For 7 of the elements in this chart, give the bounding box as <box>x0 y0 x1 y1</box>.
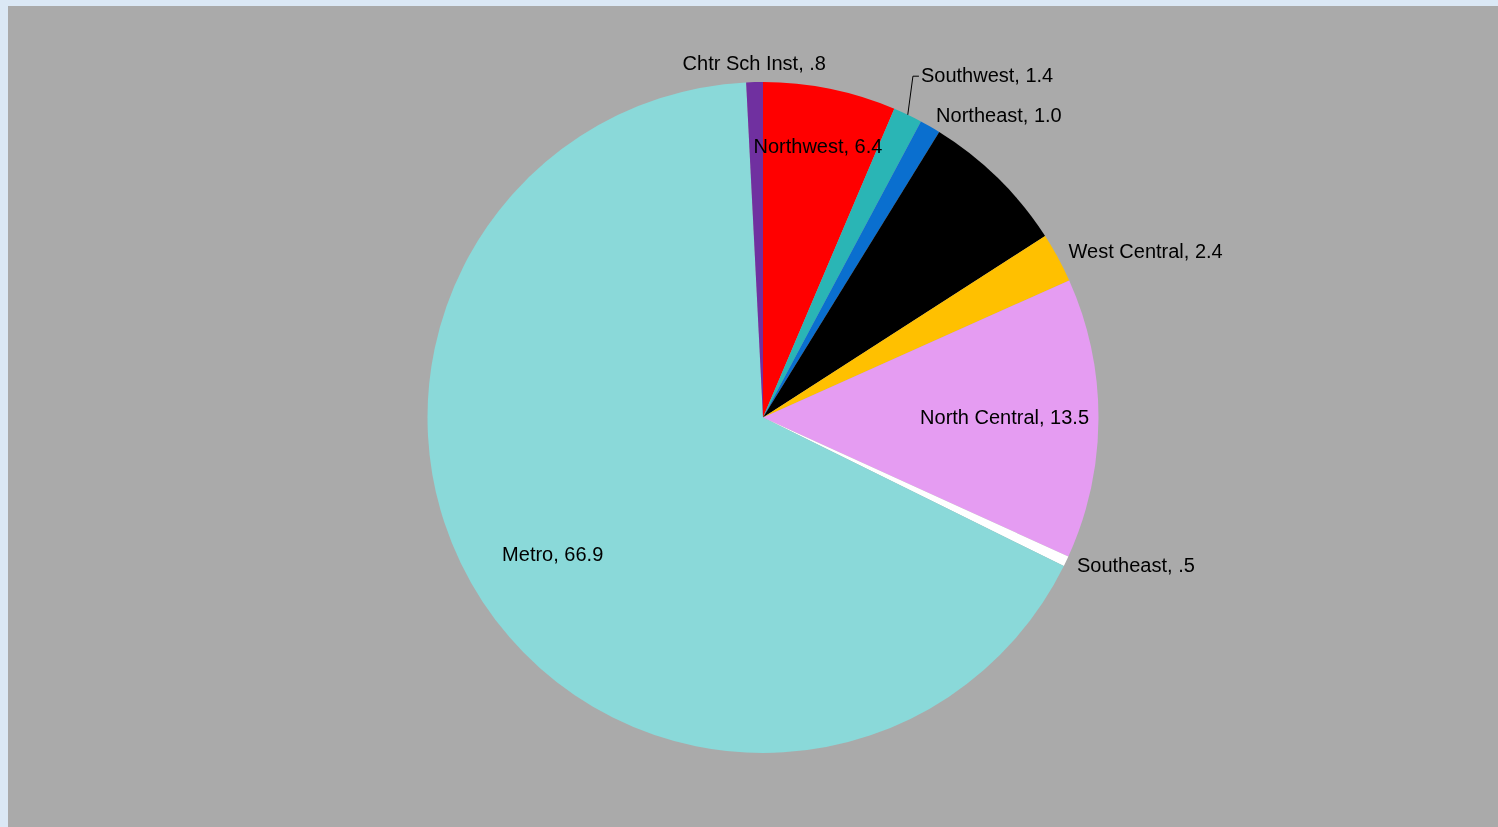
slice-label: Northeast, 1.0 <box>936 103 1062 126</box>
slice-label: Metro, 66.9 <box>502 543 604 566</box>
slice-label: Southwest, 1.4 <box>920 63 1054 86</box>
slice-label: West Central, 2.4 <box>1068 239 1223 262</box>
slice-label: North Central, 13.5 <box>920 405 1090 428</box>
slice-label: Chtr Sch Inst, .8 <box>682 51 826 74</box>
slice-label: Southeast, .5 <box>1076 553 1195 576</box>
